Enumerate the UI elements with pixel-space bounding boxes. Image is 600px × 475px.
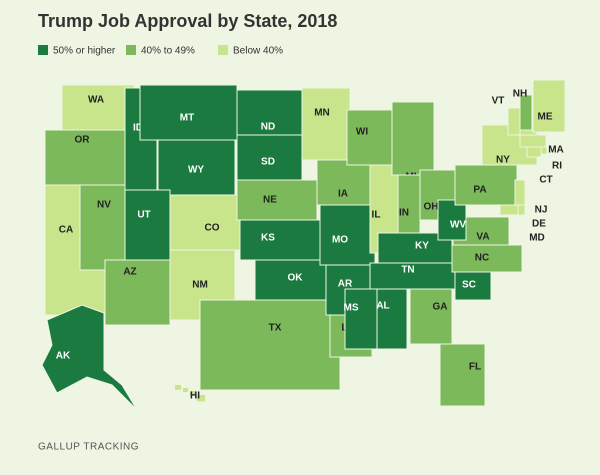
state-label: ME (538, 112, 553, 123)
state-shape (199, 299, 341, 391)
state-label: KY (415, 241, 429, 252)
state-label: AZ (123, 267, 136, 278)
state-shape (346, 109, 393, 166)
state-shape (344, 288, 378, 350)
state-label: FL (469, 362, 481, 373)
state-shape (369, 262, 459, 290)
state-label: MN (314, 108, 330, 119)
state-label: NJ (535, 205, 548, 216)
state-label: SC (462, 280, 476, 291)
state-label: OK (288, 273, 304, 284)
state-label: VA (476, 232, 489, 243)
state-shape (61, 84, 135, 131)
state-label: ID (133, 123, 143, 134)
legend-swatch (38, 45, 48, 55)
state-label: CA (59, 225, 73, 236)
state-label: SD (261, 157, 275, 168)
state-label: GA (433, 302, 448, 313)
state-shape (517, 204, 526, 216)
state-label: AL (376, 301, 389, 312)
state-label: IL (372, 210, 381, 221)
state-label: CT (539, 175, 552, 186)
state-shape (301, 87, 351, 161)
state-label: NH (513, 89, 527, 100)
state-shape (197, 395, 205, 402)
state-shape (104, 259, 171, 326)
state-label: IA (338, 189, 348, 200)
state-shape (183, 388, 188, 392)
states: WA OR CA NV ID MT WY UT AZ CO NM ND SD NE KS OK TX MN IA MO… (41, 79, 566, 411)
state-label: MT (180, 113, 194, 124)
legend: 50% or higher 40% to 49% Below 40% (38, 45, 283, 57)
state-label: ND (261, 122, 275, 133)
state-shape (124, 189, 171, 261)
state-shape (437, 199, 467, 241)
state-shape (236, 179, 318, 221)
state-label: MD (529, 233, 545, 244)
state-label: KS (261, 233, 275, 244)
state-label: WY (188, 165, 204, 176)
state-shape (175, 385, 181, 390)
state-label: DE (532, 219, 546, 230)
state-shape (236, 134, 303, 181)
legend-label: 40% to 49% (141, 46, 195, 57)
state-label: NV (97, 200, 111, 211)
state-shape (499, 204, 519, 216)
state-label: NE (263, 195, 277, 206)
state-shape (532, 79, 566, 133)
state-label: OR (75, 135, 91, 146)
state-label: TX (269, 323, 282, 334)
state-shape (157, 139, 236, 196)
state-label: TN (401, 265, 414, 276)
state-shape (519, 134, 547, 148)
state-shape (439, 343, 486, 407)
state-shape (519, 94, 533, 131)
legend-label: 50% or higher (53, 46, 116, 57)
state-label: WV (450, 220, 466, 231)
legend-swatch (218, 45, 228, 55)
state-label: PA (473, 185, 486, 196)
state-shape (540, 146, 548, 155)
state-shape (454, 271, 492, 301)
state-label: RI (552, 161, 562, 172)
state-label: AK (56, 351, 71, 362)
state-label: HI (190, 391, 200, 402)
state-label: WA (88, 95, 104, 106)
state-shape (391, 101, 435, 176)
state-shape (319, 204, 376, 266)
state-label: NY (496, 155, 510, 166)
state-shape (451, 244, 523, 273)
state-shape (169, 194, 241, 251)
state-label: CO (205, 223, 220, 234)
source: GALLUP TRACKING (38, 442, 139, 453)
state-label: NC (475, 253, 489, 264)
state-shape (41, 304, 138, 411)
state-label: VT (492, 96, 505, 107)
title: Trump Job Approval by State, 2018 (38, 11, 337, 31)
state-label: IN (399, 208, 409, 219)
state-label: MA (548, 145, 564, 156)
state-label: MS (344, 303, 359, 314)
state-label: WI (356, 127, 368, 138)
state-label: UT (137, 210, 150, 221)
state-shape (190, 391, 196, 396)
state-label: NM (192, 280, 208, 291)
state-shape (236, 89, 303, 136)
state-shape (526, 146, 542, 158)
state-shape (514, 179, 526, 206)
state-shape (376, 288, 408, 350)
state-label: MO (332, 235, 348, 246)
state-shape (239, 219, 321, 261)
state-shape (397, 174, 421, 234)
state-label: AR (338, 279, 353, 290)
state-shape (316, 159, 371, 206)
state-label: OH (424, 202, 439, 213)
legend-swatch (126, 45, 136, 55)
state-shape (409, 288, 453, 345)
state-shape (507, 107, 521, 136)
state-shape (79, 184, 131, 271)
legend-label: Below 40% (233, 46, 283, 57)
